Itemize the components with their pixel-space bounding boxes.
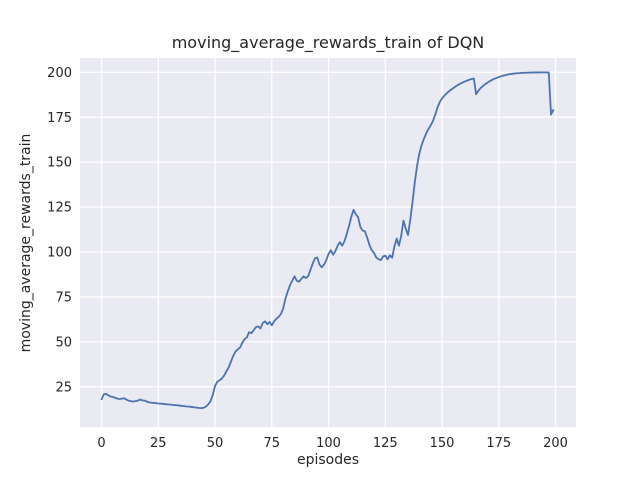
chart-title: moving_average_rewards_train of DQN — [171, 33, 485, 52]
y-tick-label: 175 — [47, 111, 72, 126]
x-tick-label: 175 — [486, 436, 511, 451]
x-tick-label: 25 — [150, 436, 167, 451]
y-tick-label: 50 — [55, 335, 72, 350]
y-tick-label: 200 — [47, 66, 72, 81]
x-tick-label: 0 — [97, 436, 105, 451]
y-axis-label: moving_average_rewards_train — [18, 133, 34, 353]
x-axis-label: episodes — [296, 452, 360, 468]
reward-line-series — [100, 71, 555, 410]
y-tick-label: 25 — [55, 380, 72, 395]
x-tick-label: 125 — [373, 436, 398, 451]
x-tick-label: 50 — [207, 436, 224, 451]
y-tick-label: 150 — [47, 156, 72, 171]
x-tick-label: 200 — [543, 436, 568, 451]
y-tick-label: 100 — [47, 246, 72, 261]
x-tick-label: 100 — [316, 436, 341, 451]
x-tick-label: 75 — [264, 436, 281, 451]
x-tick-label: 150 — [430, 436, 455, 451]
y-tick-label: 75 — [55, 290, 72, 305]
y-tick-label: 125 — [47, 201, 72, 216]
